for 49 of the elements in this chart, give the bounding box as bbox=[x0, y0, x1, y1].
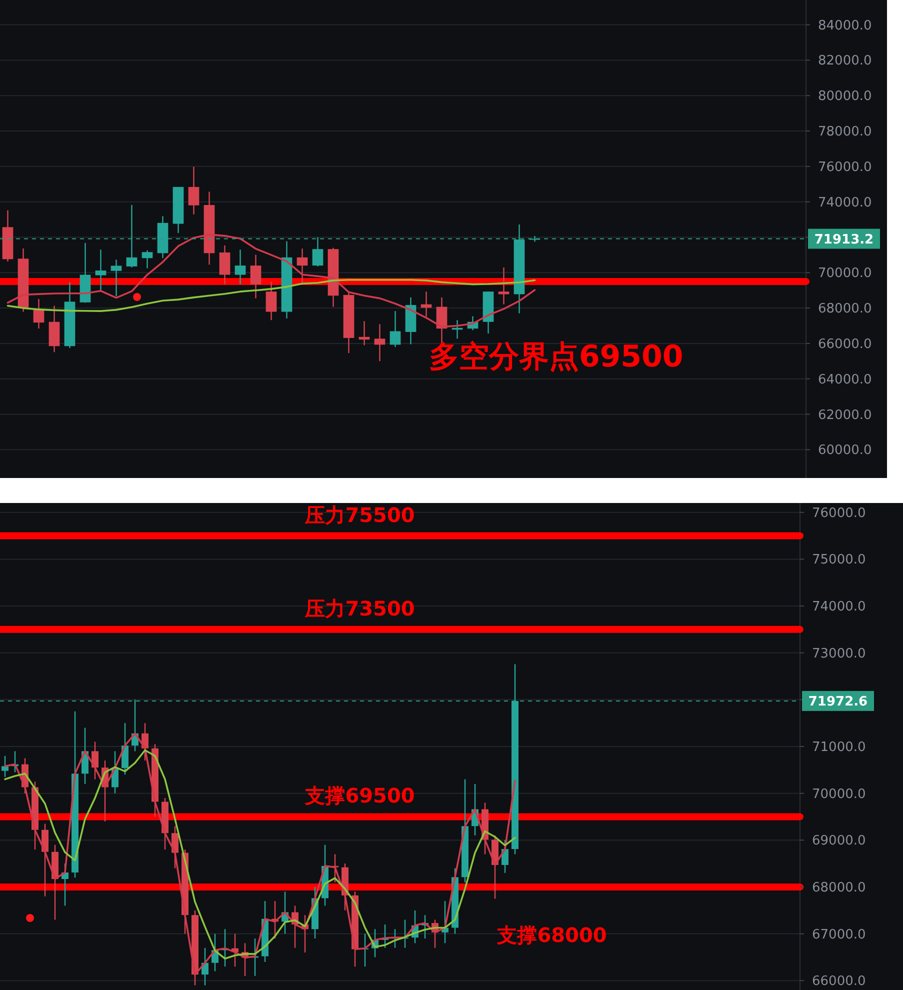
y-tick-label: 68000.0 bbox=[812, 880, 866, 896]
candlestick bbox=[312, 236, 324, 268]
y-tick-label: 60000.0 bbox=[818, 443, 872, 458]
y-tick-label: 74000.0 bbox=[812, 600, 866, 615]
candlestick bbox=[172, 826, 178, 869]
candlestick bbox=[110, 259, 122, 297]
y-tick-label: 76000.0 bbox=[818, 160, 872, 175]
candlestick bbox=[2, 755, 8, 778]
candlestick bbox=[266, 281, 277, 321]
y-tick-label: 76000.0 bbox=[812, 506, 866, 521]
ref-line-label: 多空分界点69500 bbox=[428, 339, 684, 374]
candlestick bbox=[95, 249, 106, 292]
ref-line-label: 71913.2 bbox=[814, 232, 874, 248]
ref-line-label: 压力73500 bbox=[304, 596, 415, 620]
candlestick bbox=[122, 722, 128, 776]
y-tick-label: 67000.0 bbox=[812, 927, 866, 942]
candlestick bbox=[498, 266, 510, 305]
candlestick bbox=[250, 254, 262, 299]
y-tick-label: 66000.0 bbox=[812, 974, 866, 990]
candlestick bbox=[126, 204, 138, 268]
y-tick-label: 75000.0 bbox=[812, 552, 866, 568]
y-tick-label: 84000.0 bbox=[818, 18, 872, 34]
y-tick-label: 70000.0 bbox=[812, 786, 866, 802]
y-tick-label: 71000.0 bbox=[812, 740, 866, 756]
y-tick-label: 80000.0 bbox=[818, 89, 872, 104]
y-tick-label: 78000.0 bbox=[818, 124, 872, 140]
candlestick bbox=[296, 248, 308, 285]
candlestick bbox=[188, 166, 200, 215]
ref-line-label: 压力75500 bbox=[304, 502, 415, 527]
y-tick-label: 62000.0 bbox=[818, 408, 872, 423]
candlestick bbox=[142, 250, 153, 269]
candlestick bbox=[358, 320, 370, 346]
ref-line-label: 支撑68000 bbox=[496, 922, 607, 947]
y-tick-label: 64000.0 bbox=[818, 372, 872, 388]
candlestick bbox=[219, 244, 230, 285]
candlestick bbox=[374, 324, 386, 362]
y-tick-label: 73000.0 bbox=[812, 646, 866, 662]
candlestick bbox=[234, 249, 246, 285]
ref-line-label: 71972.6 bbox=[808, 694, 868, 710]
y-tick-label: 70000.0 bbox=[818, 266, 872, 282]
y-tick-label: 69000.0 bbox=[812, 834, 866, 849]
y-tick-label: 68000.0 bbox=[818, 302, 872, 317]
y-tick-label: 74000.0 bbox=[818, 195, 872, 210]
y-tick-label: 66000.0 bbox=[818, 337, 872, 352]
y-tick-label: 82000.0 bbox=[818, 54, 872, 69]
candlestick bbox=[92, 741, 98, 780]
ref-line-label: 支撑69500 bbox=[304, 784, 415, 808]
candlestick bbox=[42, 823, 48, 897]
candlestick bbox=[390, 310, 401, 348]
